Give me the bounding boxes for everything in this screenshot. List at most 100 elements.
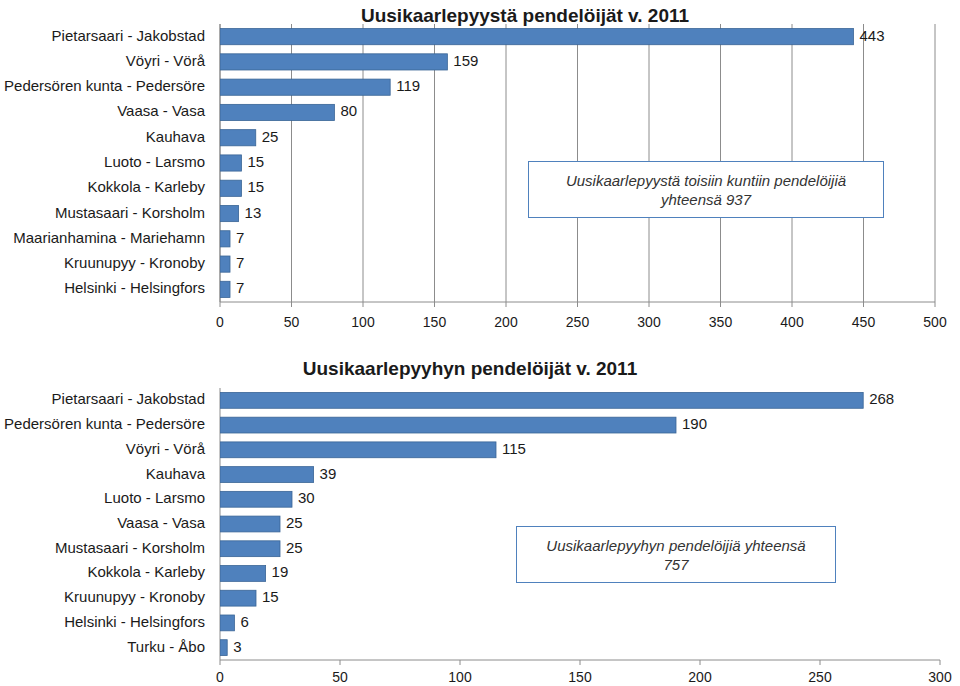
category-label: Pedersören kunta - Pedersöre [4,77,205,94]
data-label: 443 [859,27,884,44]
category-label: Vaasa - Vasa [117,514,205,531]
category-label: Kokkola - Karleby [87,563,205,580]
category-label: Kauhava [146,465,206,482]
bar [220,541,280,557]
tick-mark [506,302,507,307]
tick-label: 200 [688,669,712,685]
data-label: 25 [286,514,303,531]
category-label: Mustasaari - Korsholm [55,539,205,556]
bar [220,615,234,631]
tick-mark [820,660,821,665]
category-label: Pedersören kunta - Pedersöre [4,415,205,432]
tick-label: 500 [923,314,947,330]
x-axis [220,302,935,303]
category-label: Maarianhamina - Mariehamn [13,229,205,246]
tick-label: 0 [216,314,224,330]
tick-label: 100 [448,669,472,685]
category-label: Mustasaari - Korsholm [55,204,205,221]
tick-label: 50 [284,314,300,330]
tick-mark [220,302,221,307]
grid-line [935,24,936,302]
data-label: 159 [453,52,478,69]
tick-mark [700,660,701,665]
tick-mark [460,660,461,665]
data-label: 7 [236,229,244,246]
data-label: 15 [262,588,279,605]
tick-label: 200 [494,314,518,330]
data-label: 39 [320,465,337,482]
data-label: 15 [247,153,264,170]
bar [220,491,292,507]
category-label: Kauhava [146,128,206,145]
category-label: Helsinki - Helsingfors [64,279,205,296]
category-label: Vaasa - Vasa [117,102,205,119]
data-label: 115 [502,440,526,457]
data-label: 15 [247,178,264,195]
chart: Uusikaarlepyystä pendelöijät v. 2011 0 50 1… [4,5,947,330]
title: Uusikaarlepyyhyn pendelöijät v. 2011 [303,358,638,379]
bar [220,442,496,458]
charts: Uusikaarlepyystä pendelöijät v. 2011 0 50 1… [0,0,960,686]
bar [220,281,230,297]
data-label: 13 [245,204,262,221]
data-label: 7 [236,279,244,296]
tick-label: 100 [351,314,375,330]
tick-label: 250 [808,669,832,685]
tick-label: 150 [568,669,592,685]
tick-mark [649,302,650,307]
bar [220,29,853,45]
tick-label: 300 [637,314,661,330]
data-label: 190 [682,415,707,432]
tick-mark [863,302,864,307]
bar [220,256,230,272]
tick-mark [434,302,435,307]
category-label: Vöyri - Vörå [126,440,206,457]
title: Uusikaarlepyystä pendelöijät v. 2011 [361,5,690,26]
tick-mark [580,660,581,665]
bar [220,231,230,247]
bar [220,392,863,408]
tick-mark [220,660,221,665]
category-label: Helsinki - Helsingfors [64,613,205,630]
bar [220,205,239,221]
annotation: Uusikaarlepyystä toisiin kuntiin pendelö… [528,161,884,218]
category-label: Luoto - Larsmo [104,489,205,506]
data-label: 25 [286,539,303,556]
bar [220,155,241,171]
chart: Uusikaarlepyyhyn pendelöijät v. 2011 0 50 1… [4,358,952,685]
page: Uusikaarlepyystä pendelöijät v. 2011 0 50 1… [0,0,960,686]
data-label: 80 [340,102,357,119]
category-label: Turku - Åbo [127,638,205,655]
category-label: Kruunupyy - Kronoby [64,254,205,271]
category-label: Pietarsaari - Jakobstad [52,390,205,407]
category-label: Pietarsaari - Jakobstad [52,27,205,44]
data-label: 7 [236,254,244,271]
tick-label: 0 [216,669,224,685]
data-label: 19 [272,563,289,580]
category-label: Luoto - Larsmo [104,153,205,170]
data-label: 119 [396,77,420,94]
tick-mark [720,302,721,307]
data-label: 30 [298,489,315,506]
annotation: Uusikaarlepyyhyn pendelöijiä yhteensä 75… [516,526,836,583]
bar [220,180,241,196]
bar [220,566,266,582]
category-label: Vöyri - Vörå [126,52,206,69]
bar [220,130,256,146]
category-label: Kruunupyy - Kronoby [64,588,205,605]
data-label: 268 [869,390,894,407]
bars [220,392,863,655]
data-label: 3 [233,638,241,655]
tick-label: 150 [423,314,447,330]
tick-label: 50 [332,669,348,685]
bar [220,54,447,70]
tick-mark [792,302,793,307]
tick-mark [340,660,341,665]
data-label: 25 [262,128,279,145]
tick-label: 400 [780,314,804,330]
tick-mark [363,302,364,307]
tick-mark [940,660,941,665]
bar [220,590,256,606]
bar [220,79,390,95]
tick-label: 450 [852,314,876,330]
